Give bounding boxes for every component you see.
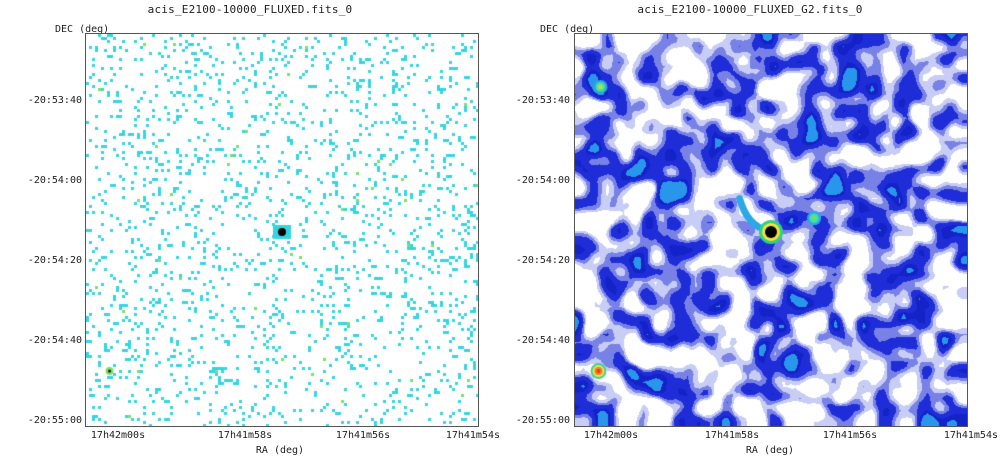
y-tick-label: -20:54:20: [515, 255, 570, 266]
y-axis-label: DEC (deg): [55, 24, 110, 35]
y-tick-label: -20:54:00: [515, 175, 570, 186]
x-tick-label: 17h41m54s: [445, 430, 500, 441]
x-tick-label: 17h41m58s: [217, 430, 273, 441]
y-tick-label: -20:54:40: [27, 335, 82, 346]
y-axis-label: DEC (deg): [540, 24, 595, 35]
y-tick-label: -20:54:40: [515, 335, 570, 346]
left-image-panel: acis_E2100-10000_FLUXED.fits_0 DEC (deg)…: [27, 3, 500, 456]
y-tick-label: -20:53:40: [27, 95, 82, 106]
fluxed-image-canvas: [86, 34, 478, 426]
x-tick-label: 17h42m00s: [583, 430, 639, 441]
x-tick-label: 17h42m00s: [90, 430, 146, 441]
x-tick-label: 17h41m58s: [704, 430, 760, 441]
x-axis-label: RA (deg): [255, 445, 305, 456]
y-tick-label: -20:54:20: [27, 255, 82, 266]
fluxed-image[interactable]: [85, 33, 479, 427]
y-tick-label: -20:55:00: [515, 415, 570, 426]
y-tick-label: -20:54:00: [27, 175, 82, 186]
x-tick-label: 17h41m54s: [943, 430, 998, 441]
panel-title: acis_E2100-10000_FLUXED_G2.fits_0: [637, 3, 863, 16]
x-tick-label: 17h41m56s: [335, 430, 391, 441]
y-tick-label: -20:53:40: [515, 95, 570, 106]
x-tick-label: 17h41m56s: [822, 430, 878, 441]
panel-title: acis_E2100-10000_FLUXED.fits_0: [147, 3, 353, 16]
smoothed-image[interactable]: [574, 33, 968, 427]
right-image-panel: acis_E2100-10000_FLUXED_G2.fits_0 DEC (d…: [500, 0, 1000, 464]
y-tick-label: -20:55:00: [27, 415, 82, 426]
x-axis-label: RA (deg): [745, 445, 795, 456]
smoothed-image-canvas: [575, 34, 967, 426]
